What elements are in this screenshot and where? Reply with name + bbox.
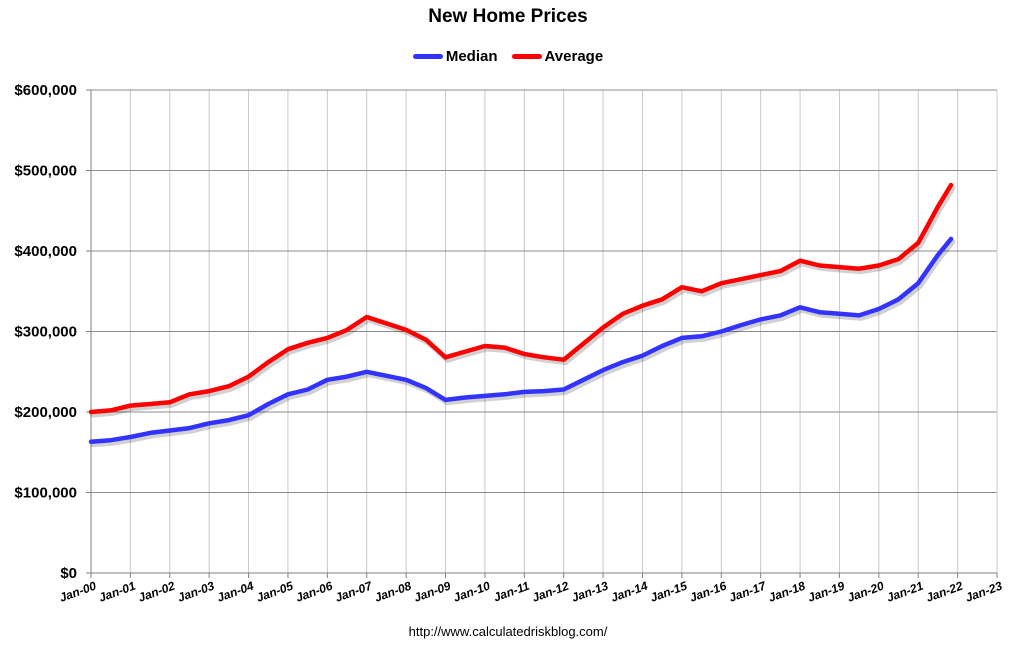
x-tick-label: Jan-16 — [688, 579, 729, 605]
legend-item-median: Median — [412, 48, 498, 65]
x-tick-label: Jan-04 — [215, 579, 256, 605]
legend-swatch-average — [511, 54, 542, 59]
x-tick-label: Jan-15 — [648, 579, 689, 605]
x-tick-label: Jan-01 — [97, 579, 138, 605]
source-url: http://www.calculatedriskblog.com/ — [408, 624, 608, 639]
series-line-median — [88, 236, 954, 445]
x-tick-label: Jan-07 — [333, 578, 375, 605]
x-tick-label: Jan-08 — [373, 579, 414, 605]
x-tick-label: Jan-10 — [451, 579, 492, 605]
y-tick-label: $600,000 — [14, 82, 77, 99]
x-tick-label: Jan-02 — [136, 579, 177, 605]
legend-label-median: Median — [445, 48, 498, 65]
x-tick-label: Jan-11 — [492, 579, 532, 605]
series-shadow-median — [90, 239, 956, 448]
y-tick-label: $0 — [60, 565, 77, 582]
y-tick-label: $400,000 — [14, 243, 77, 260]
x-tick-label: Jan-00 — [58, 579, 99, 605]
y-tick-label: $100,000 — [14, 485, 77, 502]
x-tick-label: Jan-05 — [254, 579, 295, 605]
x-tick-label: Jan-06 — [294, 579, 335, 605]
x-tick-label: Jan-19 — [806, 579, 847, 605]
x-tick-label: Jan-17 — [727, 578, 769, 605]
legend-label-average: Average — [544, 48, 604, 65]
y-tick-label: $300,000 — [14, 324, 77, 341]
x-tick-label: Jan-20 — [845, 579, 886, 605]
legend-item-average: Average — [511, 48, 604, 65]
y-tick-label: $500,000 — [14, 163, 77, 180]
x-tick-label: Jan-23 — [964, 579, 1005, 605]
line-chart: $0 $100,000 $200,000 $300,000 $400,000 $500,0… — [14, 82, 1005, 605]
series-line-average — [88, 182, 954, 415]
x-tick-label: Jan-13 — [570, 579, 611, 605]
x-tick-label: Jan-09 — [412, 579, 453, 605]
y-tick-label: $200,000 — [14, 404, 77, 421]
series-shadow-average — [90, 185, 956, 418]
chart-legend: Median Average — [0, 48, 1016, 65]
x-tick-label: Jan-03 — [176, 579, 217, 605]
x-tick-label: Jan-21 — [885, 579, 926, 605]
x-tick-label: Jan-12 — [530, 579, 571, 605]
x-tick-label: Jan-14 — [609, 579, 650, 605]
chart-title: New Home Prices — [428, 6, 588, 27]
x-tick-label: Jan-18 — [767, 579, 808, 605]
legend-swatch-median — [412, 54, 443, 59]
x-tick-label: Jan-22 — [924, 579, 965, 605]
